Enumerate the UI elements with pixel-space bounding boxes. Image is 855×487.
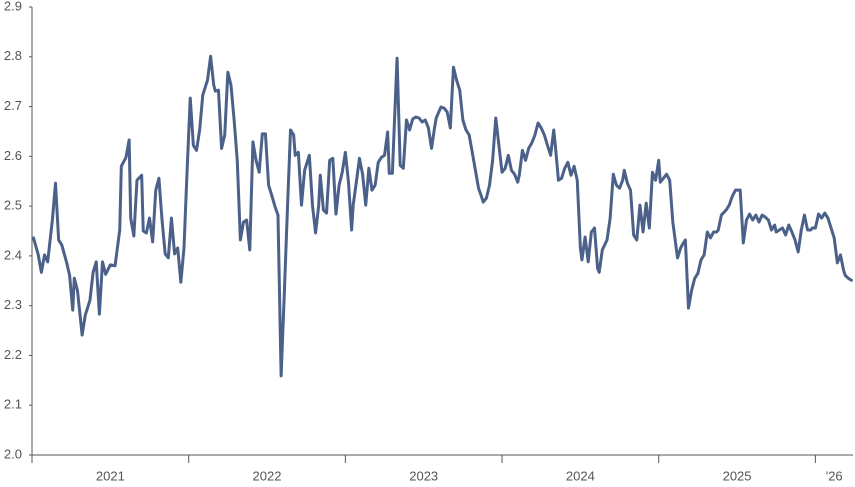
y-tick-label: 2.1 (4, 397, 22, 412)
data-line (32, 54, 853, 378)
y-tick-label: 2.3 (4, 297, 22, 312)
y-tick-label: 2.4 (4, 247, 22, 262)
x-tick-label: 2024 (566, 468, 595, 483)
x-tick-label: 2022 (253, 468, 282, 483)
y-tick-label: 2.0 (4, 446, 22, 461)
x-tick-label: '26 (826, 468, 843, 483)
y-tick-label: 2.7 (4, 98, 22, 113)
y-tick-label: 2.2 (4, 347, 22, 362)
x-tick-label: 2023 (409, 468, 438, 483)
y-tick-label: 2.9 (4, 0, 22, 13)
y-tick-label: 2.5 (4, 198, 22, 213)
x-tick-label: 2021 (96, 468, 125, 483)
x-tick-label: 2025 (723, 468, 752, 483)
y-tick-label: 2.6 (4, 148, 22, 163)
y-tick-label: 2.8 (4, 48, 22, 63)
